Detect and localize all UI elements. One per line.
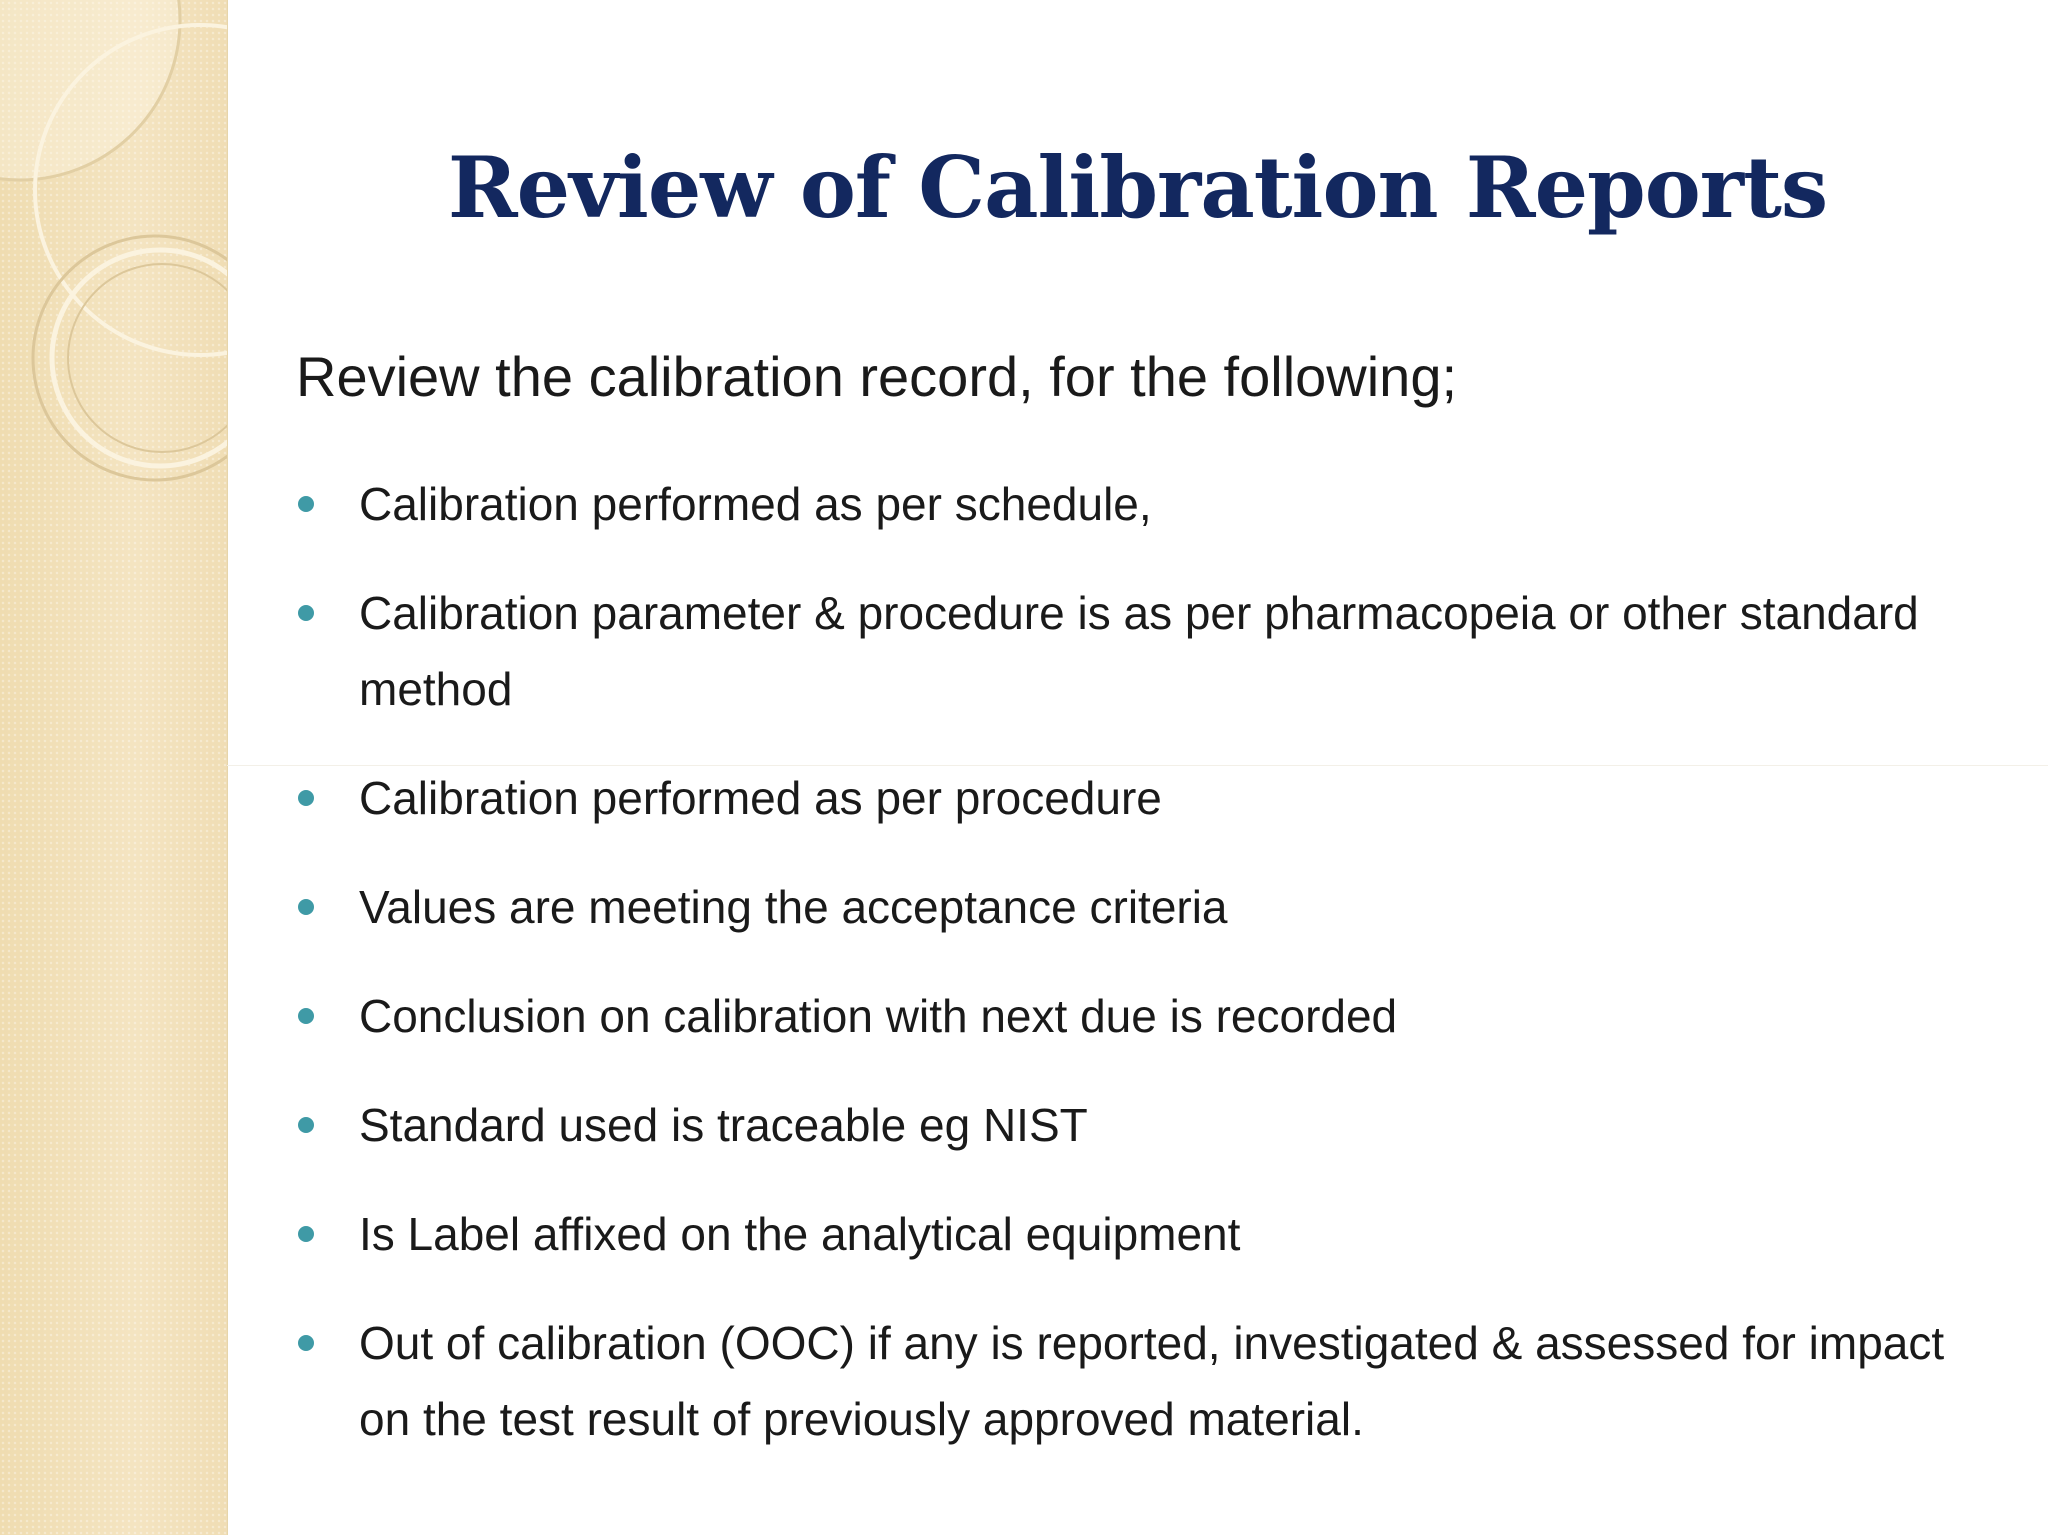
bullet-item: Conclusion on calibration with next due … xyxy=(296,978,1986,1054)
bullet-item: Out of calibration (OOC) if any is repor… xyxy=(296,1305,1986,1457)
teal-dot-icon xyxy=(298,1117,314,1133)
bullet-item: Calibration performed as per schedule, xyxy=(296,466,1986,542)
faint-divider xyxy=(227,765,2048,766)
teal-dot-icon xyxy=(298,496,314,512)
bullet-text: Calibration parameter & procedure is as … xyxy=(359,587,1919,715)
teal-dot-icon xyxy=(298,1008,314,1024)
bullet-text: Is Label affixed on the analytical equip… xyxy=(359,1208,1241,1260)
teal-dot-icon xyxy=(298,899,314,915)
bullet-text: Values are meeting the acceptance criter… xyxy=(359,881,1228,933)
intro-text: Review the calibration record, for the f… xyxy=(296,345,1458,408)
teal-dot-icon xyxy=(298,1335,314,1351)
bullet-text: Conclusion on calibration with next due … xyxy=(359,990,1398,1042)
bullet-text: Calibration performed as per procedure xyxy=(359,772,1162,824)
bullet-text: Out of calibration (OOC) if any is repor… xyxy=(359,1317,1945,1445)
bullet-text: Standard used is traceable eg NIST xyxy=(359,1099,1088,1151)
teal-dot-icon xyxy=(298,790,314,806)
bullet-item: Calibration parameter & procedure is as … xyxy=(296,575,1986,727)
bullet-list: Calibration performed as per schedule, C… xyxy=(296,466,1986,1490)
concentric-circles-decoration xyxy=(0,0,227,482)
bullet-item: Standard used is traceable eg NIST xyxy=(296,1087,1986,1163)
bullet-item: Calibration performed as per procedure xyxy=(296,760,1986,836)
teal-dot-icon xyxy=(298,605,314,621)
slide-title: Review of Calibration Reports xyxy=(447,138,1828,237)
bullet-item: Is Label affixed on the analytical equip… xyxy=(296,1196,1986,1272)
bullet-text: Calibration performed as per schedule, xyxy=(359,478,1152,530)
teal-dot-icon xyxy=(298,1226,314,1242)
bullet-item: Values are meeting the acceptance criter… xyxy=(296,869,1986,945)
decorative-side-band xyxy=(0,0,228,1535)
